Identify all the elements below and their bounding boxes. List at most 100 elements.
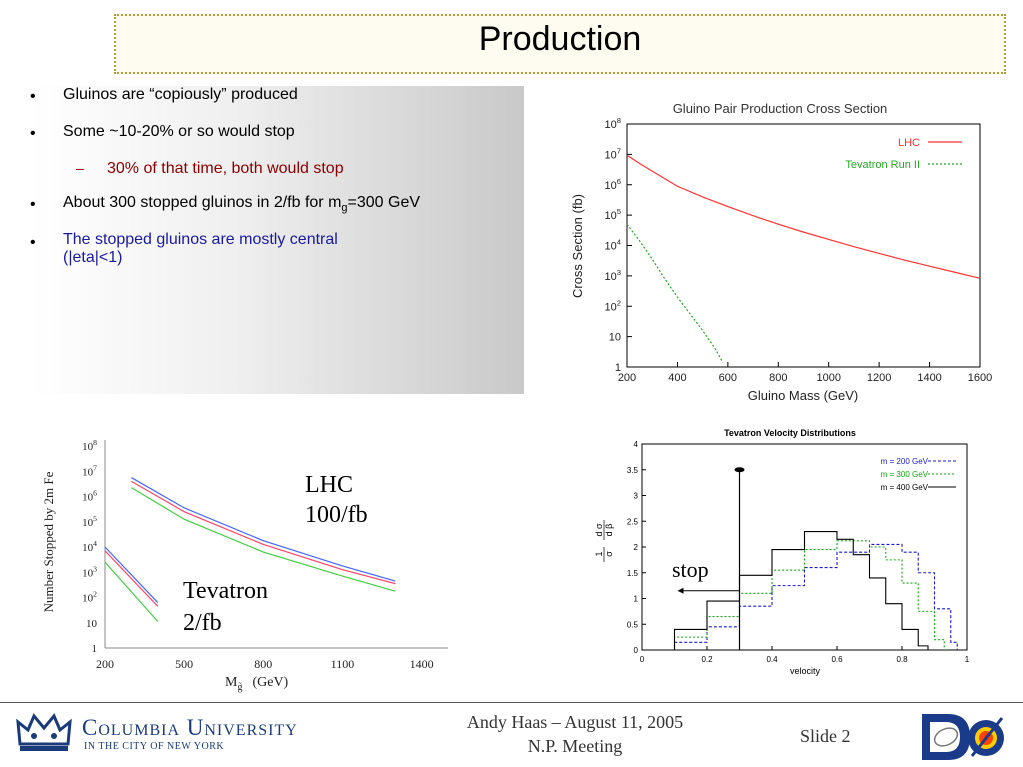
tick-exp: 6 — [93, 489, 97, 498]
slide-number: Slide 2 — [800, 726, 851, 746]
series-line-3 — [131, 487, 396, 592]
tick-exp: 3 — [617, 268, 621, 277]
tevatron-annotation-1: Tevatron — [183, 578, 268, 604]
series-line-3 — [642, 531, 929, 651]
stop-annotation: stop — [672, 557, 709, 582]
y-label-num: 1 — [594, 551, 604, 556]
meeting-line: N.P. Meeting — [527, 736, 623, 756]
tick-exp: 2 — [93, 590, 97, 599]
series-line-2 — [131, 480, 396, 585]
y-tick-label: 3 — [634, 492, 639, 501]
bullet-icon: • — [30, 234, 36, 251]
series-line-1 — [626, 154, 981, 279]
tick-base: 10 — [609, 332, 621, 344]
x-tick-label: 0.8 — [896, 655, 908, 664]
bullet-3-post: =300 GeV — [347, 194, 421, 211]
text-panel — [30, 86, 524, 394]
x-tick-label: 600 — [719, 372, 737, 384]
bullet-4-line1: The stopped gluinos are mostly central — [63, 231, 338, 248]
bullet-2: Some ~10-20% or so would stop — [63, 123, 295, 140]
series-line-1 — [131, 477, 396, 582]
y-tick-label: 106 — [604, 177, 621, 192]
x-tick-label: 1600 — [968, 372, 992, 384]
y-label-num2: d σ — [594, 523, 604, 537]
tick-base: 10 — [604, 149, 616, 161]
y-tick-label: 0 — [634, 646, 639, 655]
slide-title: Production — [478, 20, 642, 58]
velocity-chart: Tevatron Velocity Distributions 0 0.5 1 1.5… — [594, 428, 970, 676]
y-tick-label: 103 — [604, 268, 621, 283]
y-label-den: σ — [604, 551, 614, 557]
x-tick-label: 1400 — [410, 657, 434, 671]
y-tick-label: 102 — [604, 298, 621, 313]
x-axis-label: Mg̃ (GeV) — [225, 675, 289, 693]
x-tick-label: 0.2 — [701, 655, 713, 664]
arrow-head-icon — [677, 587, 684, 594]
x-axis-label: velocity — [790, 666, 821, 676]
series-line-2 — [626, 223, 724, 363]
x-label-sub: g̃ — [237, 682, 242, 693]
y-tick-label: 0.5 — [627, 620, 639, 629]
y-tick-label: 108 — [604, 116, 621, 131]
university-subtitle: IN THE CITY OF NEW YORK — [84, 741, 225, 752]
lhc-annotation-1: LHC — [305, 472, 353, 498]
tick-base: 10 — [604, 241, 616, 253]
tick-base: 10 — [604, 180, 616, 192]
y-tick-label: 1 — [634, 595, 639, 604]
chart-title: Gluino Pair Production Cross Section — [673, 101, 888, 116]
x-tick-label: 1200 — [867, 372, 891, 384]
sub-bullet-1: 30% of that time, both would stop — [107, 160, 344, 177]
tick-base: 1 — [615, 362, 621, 374]
bullet-4-line2: (|eta|<1) — [63, 249, 123, 266]
series-line-5 — [104, 550, 159, 607]
sub-bullet-icon: – — [76, 160, 84, 176]
y-tick-label: 1.5 — [627, 569, 639, 578]
tick-base: 10 — [86, 618, 98, 630]
cut-line-cap — [734, 467, 745, 473]
tick-base: 10 — [82, 567, 94, 579]
legend-label: m = 200 GeV — [881, 457, 929, 466]
x-tick-label: 0.4 — [766, 655, 778, 664]
legend-label: m = 400 GeV — [881, 483, 929, 492]
title-frame — [114, 14, 1006, 74]
series-line-6 — [104, 561, 159, 622]
x-axis-label: Gluino Mass (GeV) — [748, 388, 859, 403]
presenter-line: Andy Haas – August 11, 2005 — [466, 712, 684, 732]
plot-frame — [626, 123, 981, 368]
footer-presenter-block: Andy Haas – August 11, 2005 N.P. Meeting — [420, 710, 730, 758]
x-tick-label: 800 — [254, 657, 272, 671]
tevatron-annotation-2: 2/fb — [183, 610, 222, 636]
y-axis-label: Number Stopped by 2m Fe — [41, 471, 56, 612]
y-tick-label: 102 — [82, 590, 97, 605]
y-tick-label: 104 — [82, 539, 97, 554]
y-tick-label: 107 — [82, 463, 97, 478]
tick-base: 10 — [604, 210, 616, 222]
bullet-3-pre: About 300 stopped gluinos in 2/fb for m — [63, 194, 342, 211]
y-tick-label: 104 — [604, 238, 621, 253]
x-tick-label: 200 — [618, 372, 636, 384]
x-tick-label: 0 — [640, 655, 645, 664]
tick-base: 10 — [604, 271, 616, 283]
x-tick-label: 500 — [175, 657, 193, 671]
y-tick-label: 105 — [604, 207, 621, 222]
tick-exp: 4 — [617, 238, 622, 247]
tick-exp: 8 — [93, 438, 97, 447]
series-line-1 — [642, 543, 958, 651]
bullet-4: The stopped gluinos are mostly central (… — [63, 231, 338, 267]
y-tick-label: 4 — [634, 440, 639, 449]
tick-base: 10 — [604, 301, 616, 313]
x-tick-label: 1400 — [917, 372, 941, 384]
bullet-3: About 300 stopped gluinos in 2/fb for mg… — [63, 194, 420, 214]
footer-divider — [0, 702, 1023, 703]
crown-icon — [16, 713, 72, 751]
x-tick-label: 1100 — [331, 657, 355, 671]
x-tick-label: 400 — [668, 372, 686, 384]
chart-title: Tevatron Velocity Distributions — [724, 428, 856, 438]
tick-base: 10 — [82, 466, 94, 478]
x-tick-label: 1000 — [816, 372, 840, 384]
y-tick-label: 105 — [82, 514, 97, 529]
tick-exp: 7 — [617, 146, 621, 155]
tick-base: 10 — [82, 593, 94, 605]
legend-label: m = 300 GeV — [881, 470, 929, 479]
tick-exp: 2 — [617, 298, 621, 307]
